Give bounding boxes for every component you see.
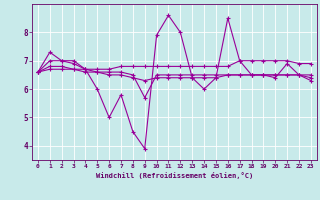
X-axis label: Windchill (Refroidissement éolien,°C): Windchill (Refroidissement éolien,°C) (96, 172, 253, 179)
